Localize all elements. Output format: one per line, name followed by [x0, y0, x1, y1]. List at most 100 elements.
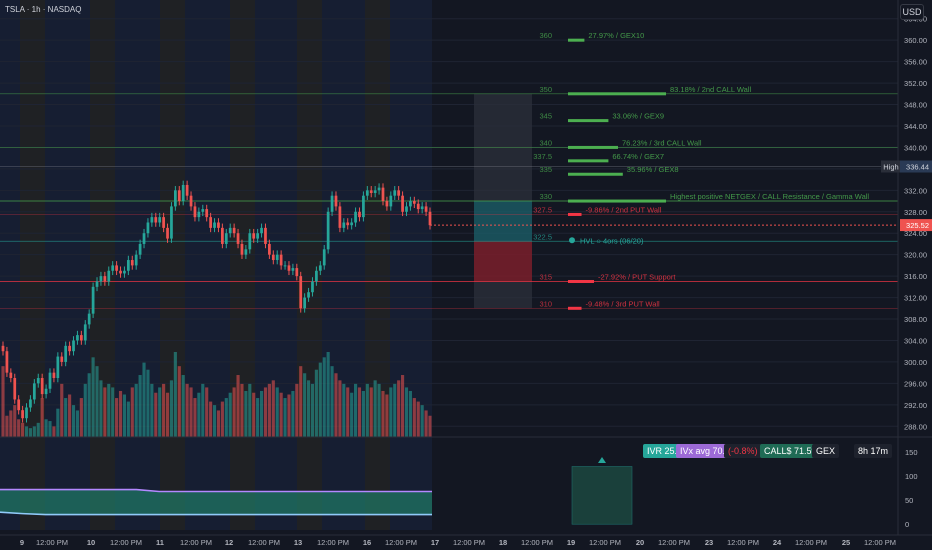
candle-body: [420, 206, 424, 210]
candle-body: [283, 265, 287, 267]
level-bar: [568, 145, 618, 149]
price-tick-label: 308.00: [904, 315, 927, 324]
level-text: 83.18% / 2nd CALL Wall: [670, 85, 751, 94]
candle-body: [236, 233, 240, 244]
level-strike-label: 322.5: [533, 232, 552, 241]
level-bar: [568, 199, 666, 203]
volume-bar: [17, 419, 21, 437]
price-tick-label: 320.00: [904, 251, 927, 260]
volume-bar: [236, 375, 240, 437]
level-strike-label: 350: [539, 85, 552, 94]
time-tick-label: 12:00 PM: [521, 538, 553, 547]
volume-bar: [287, 394, 291, 437]
candle-body: [409, 201, 412, 207]
candle-body: [295, 268, 299, 277]
volume-bar: [28, 428, 32, 437]
currency-button[interactable]: USD: [900, 4, 924, 20]
volume-bar: [381, 390, 385, 437]
session-band: [45, 0, 90, 530]
volume-bar: [267, 383, 271, 437]
level-strike-label: 360: [539, 31, 552, 40]
volume-bar: [91, 357, 95, 437]
candle-body: [126, 260, 130, 271]
time-tick-label: 17: [431, 538, 439, 547]
level-strike-label: 310: [539, 299, 552, 308]
volume-bar: [5, 415, 9, 437]
candle-body: [291, 268, 295, 271]
volume-bar: [1, 366, 5, 437]
level-strike-label: 345: [539, 112, 552, 121]
volume-bar: [275, 387, 279, 437]
candle-body: [13, 378, 17, 400]
candle-body: [252, 233, 256, 239]
level-bar: [568, 212, 582, 216]
session-band: [185, 0, 230, 530]
level-strike-label: 335: [539, 165, 552, 174]
candle-body: [334, 195, 338, 207]
volume-bar: [177, 366, 181, 437]
candle-body: [232, 227, 236, 234]
volume-bar: [369, 387, 373, 437]
candle-body: [185, 184, 189, 196]
session-band: [90, 0, 115, 530]
time-tick-label: 25: [842, 538, 850, 547]
volume-bar: [224, 398, 228, 437]
indicator-badge: GEX: [812, 444, 840, 458]
level-bar: [568, 172, 623, 176]
candle-body: [299, 276, 303, 309]
session-band: [20, 0, 45, 530]
volume-bar: [115, 398, 119, 437]
candle-body: [389, 195, 393, 207]
level-text: Highest positive NETGEX / CALL Resistanc…: [670, 192, 869, 201]
volume-bar: [107, 383, 111, 437]
candle-body: [322, 249, 326, 266]
iv-fill-area: [0, 489, 432, 515]
volume-bar: [162, 383, 166, 437]
volume-bar: [48, 421, 52, 437]
volume-bar: [122, 394, 127, 437]
time-tick-label: 12: [225, 538, 233, 547]
candle-body: [9, 372, 13, 379]
last-price-badge: 325.52: [906, 221, 929, 230]
candle-body: [56, 356, 60, 379]
candle-body: [369, 190, 373, 194]
volume-bar: [354, 383, 358, 437]
candle-body: [146, 222, 150, 234]
volume-bar: [75, 410, 79, 437]
candle-body: [350, 222, 354, 226]
indicator-badge: (-0.8%): [724, 444, 762, 458]
candle-body: [48, 372, 52, 389]
volume-bar: [71, 405, 76, 437]
time-tick-label: 12:00 PM: [795, 538, 827, 547]
volume-bar: [60, 383, 64, 437]
volume-bar: [361, 390, 365, 437]
volume-bar: [205, 387, 209, 437]
candle-body: [25, 407, 28, 419]
volume-bar: [424, 410, 428, 437]
volume-bar: [373, 380, 377, 437]
price-tick-label: 352.00: [904, 79, 927, 88]
level-text: 35.96% / GEX8: [627, 165, 679, 174]
level-strike-label: 337.5: [533, 152, 552, 161]
volume-bar: [83, 383, 87, 437]
level-text: -27.92% / PUT Support: [598, 272, 676, 281]
time-tick-label: 11: [156, 538, 164, 547]
volume-bar: [263, 387, 268, 437]
candle-body: [154, 217, 158, 223]
volume-bar: [408, 390, 412, 437]
candle-body: [256, 233, 260, 239]
candle-body: [201, 209, 205, 212]
candle-body: [416, 203, 420, 210]
time-tick-label: 13: [294, 538, 302, 547]
candle-body: [40, 378, 44, 395]
price-tick-label: 356.00: [904, 58, 927, 67]
candle-body: [217, 222, 220, 228]
time-tick-label: 19: [567, 538, 575, 547]
candle-body: [150, 217, 154, 223]
candle-body: [123, 270, 126, 274]
volume-bar: [36, 422, 40, 437]
candle-body: [119, 270, 122, 274]
time-tick-label: 24: [773, 538, 782, 547]
candle-body: [91, 286, 95, 314]
candle-body: [189, 195, 193, 207]
